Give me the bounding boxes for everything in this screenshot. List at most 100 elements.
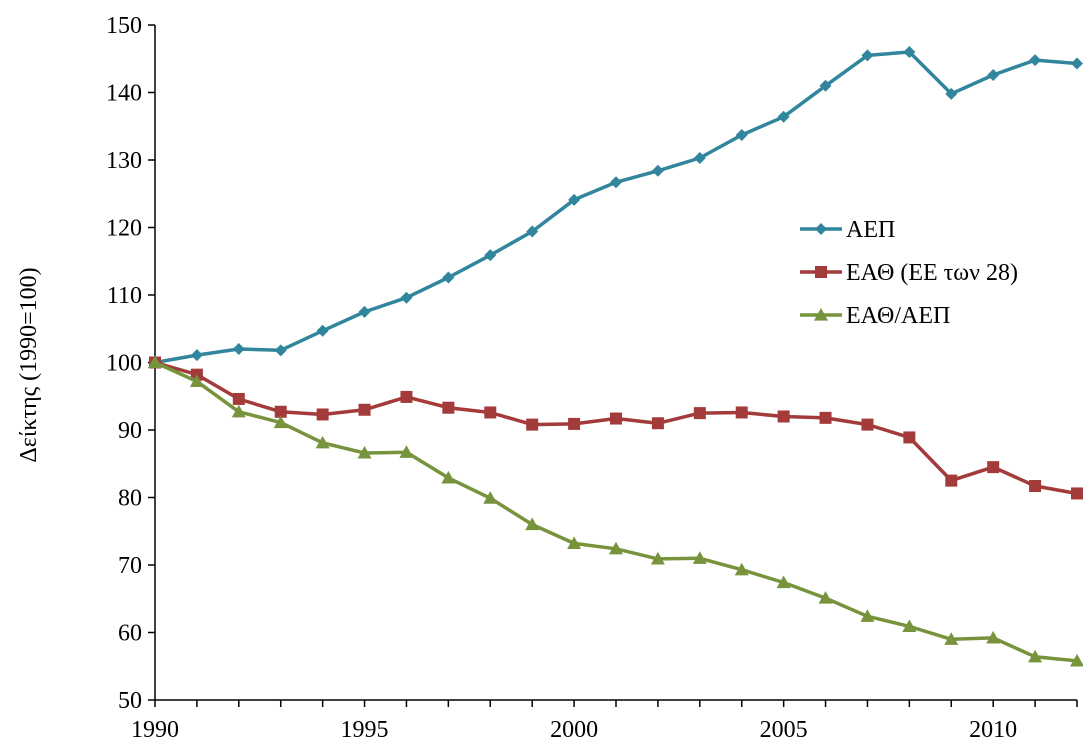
- data-point: [735, 129, 748, 142]
- data-point: [609, 541, 623, 555]
- legend-label: ΕΑΘ/ΑΕΠ: [846, 303, 950, 329]
- data-point: [945, 474, 958, 487]
- data-point: [190, 349, 203, 362]
- data-point: [442, 401, 455, 414]
- data-point: [357, 445, 372, 459]
- data-point: [1070, 653, 1083, 667]
- y-tick-label: 80: [118, 486, 142, 512]
- data-point: [776, 575, 791, 589]
- data-point: [315, 435, 330, 449]
- y-tick-label: 50: [118, 688, 142, 714]
- y-tick-label: 140: [106, 81, 142, 107]
- data-point: [1071, 487, 1083, 500]
- data-point: [400, 390, 413, 403]
- series-line: [154, 360, 1078, 663]
- data-point: [358, 403, 371, 416]
- data-point: [693, 151, 706, 164]
- data-point: [987, 68, 1000, 81]
- data-point: [442, 271, 455, 284]
- data-point: [316, 408, 329, 421]
- data-point: [484, 249, 497, 262]
- data-point: [777, 410, 790, 423]
- data-point: [903, 431, 916, 444]
- data-point: [274, 344, 287, 357]
- data-point: [693, 407, 706, 420]
- data-point: [568, 193, 581, 206]
- data-point: [861, 418, 874, 431]
- series-2: [149, 356, 1083, 500]
- data-point: [944, 632, 959, 645]
- data-point: [819, 411, 832, 424]
- data-point: [483, 491, 498, 504]
- x-tick-label: 1990: [131, 717, 179, 743]
- data-point: [358, 305, 371, 318]
- data-point: [567, 536, 582, 549]
- data-point: [903, 46, 916, 58]
- data-point: [1028, 649, 1043, 663]
- data-point: [610, 412, 622, 425]
- x-ticks: 1990 1995 2000 2005 2010: [131, 700, 1078, 743]
- data-point: [189, 374, 204, 387]
- data-point: [987, 461, 1000, 474]
- data-point: [525, 517, 540, 531]
- data-point: [568, 417, 581, 430]
- data-point: [232, 392, 245, 405]
- data-point: [1071, 57, 1083, 70]
- legend-item: ΕΑΘ/ΑΕΠ: [800, 303, 950, 329]
- axes: [154, 25, 1077, 701]
- data-point: [231, 404, 246, 418]
- y-tick-label: 110: [107, 283, 142, 309]
- series-3: [148, 355, 1083, 667]
- data-point: [316, 324, 329, 337]
- data-point: [692, 551, 707, 564]
- data-point: [526, 225, 539, 238]
- x-tick-label: 2000: [550, 717, 598, 743]
- data-point: [860, 609, 875, 622]
- data-point: [734, 562, 749, 576]
- data-point: [902, 619, 917, 633]
- data-point: [484, 406, 497, 419]
- y-tick-label: 100: [106, 351, 142, 377]
- data-point: [819, 79, 832, 92]
- data-point: [1029, 54, 1042, 67]
- x-tick-label: 2010: [969, 717, 1017, 743]
- data-point: [441, 470, 456, 484]
- data-point: [274, 405, 287, 418]
- data-point: [273, 415, 288, 429]
- y-tick-label: 60: [118, 621, 142, 647]
- data-point: [777, 110, 790, 123]
- x-tick-label: 1995: [341, 717, 389, 743]
- data-point: [610, 176, 622, 189]
- data-point: [861, 49, 874, 62]
- data-point: [651, 417, 664, 430]
- y-axis-title: Δείκτης (1990=100): [16, 267, 42, 462]
- data-point: [945, 87, 958, 100]
- y-ticks: 50 60 70 80 90 100 110 120 130 140 150: [106, 13, 155, 714]
- data-point: [735, 406, 748, 419]
- series-layer: [148, 46, 1083, 667]
- legend-marker: [814, 308, 828, 321]
- y-tick-label: 90: [118, 418, 142, 444]
- legend-item: ΑΕΠ: [800, 217, 895, 243]
- y-tick-label: 120: [106, 216, 142, 242]
- data-point: [650, 551, 665, 565]
- data-point: [986, 630, 1001, 644]
- legend-item: ΕΑΘ (ΕΕ των 28): [800, 260, 1018, 286]
- legend-marker: [815, 223, 827, 235]
- y-tick-label: 70: [118, 553, 142, 579]
- legend-label: ΑΕΠ: [846, 217, 895, 243]
- y-tick-label: 130: [106, 148, 142, 174]
- legend: ΑΕΠ ΕΑΘ (ΕΕ των 28) ΕΑΘ/ΑΕΠ: [800, 217, 1018, 329]
- x-tick-label: 2005: [760, 717, 808, 743]
- data-point: [399, 445, 414, 458]
- y-tick-label: 150: [106, 13, 142, 39]
- data-point: [148, 355, 162, 369]
- data-point: [818, 591, 833, 604]
- data-point: [400, 291, 413, 304]
- data-point: [526, 418, 539, 431]
- data-point: [1029, 480, 1042, 493]
- legend-marker: [815, 266, 827, 278]
- data-point: [651, 164, 664, 177]
- legend-label: ΕΑΘ (ΕΕ των 28): [846, 260, 1018, 286]
